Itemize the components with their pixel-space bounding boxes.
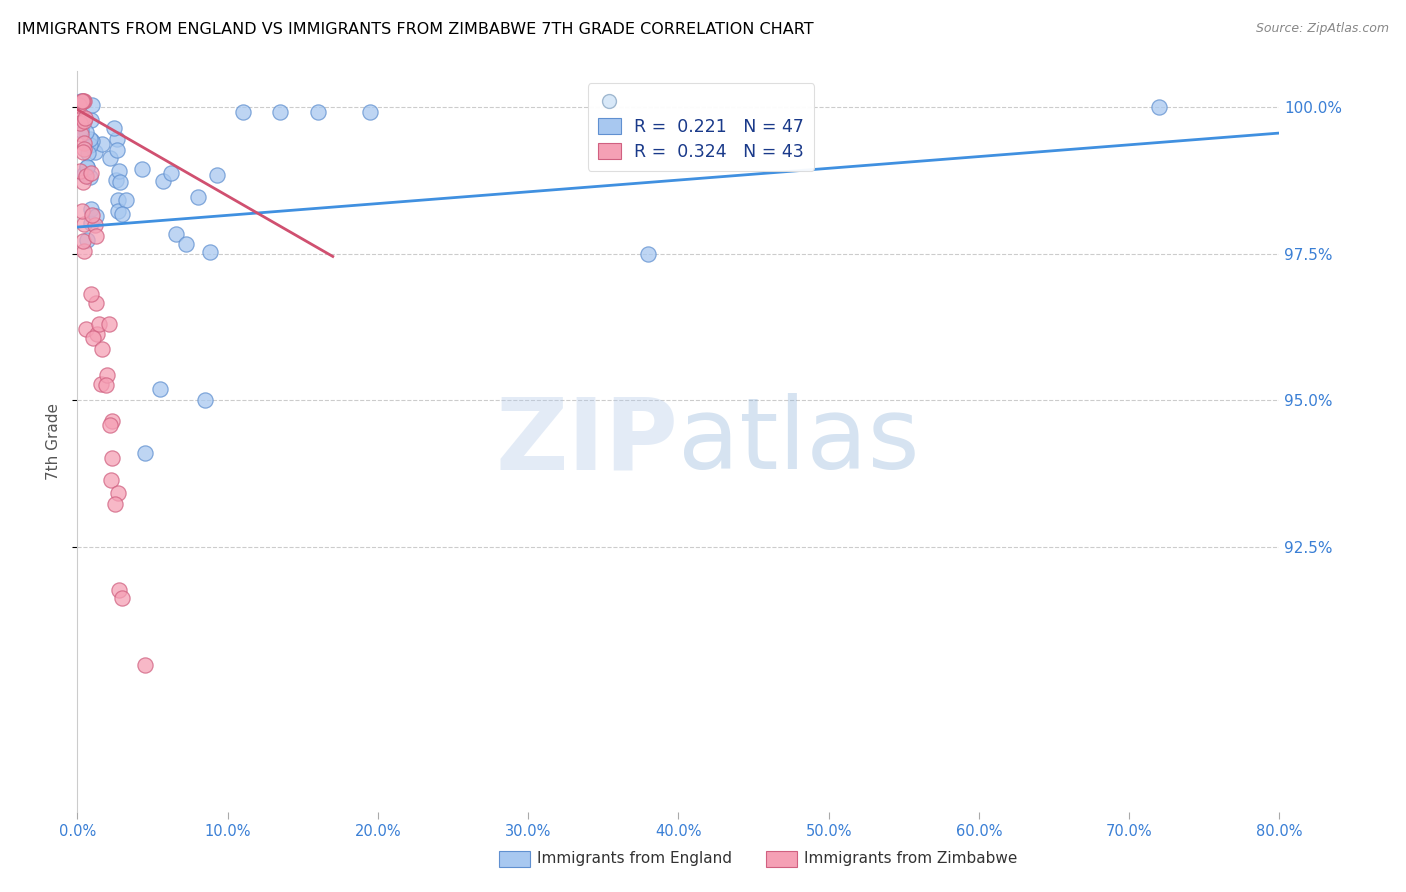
Point [73, 167, 96, 181]
Point [194, 393, 217, 408]
Point [90, 377, 112, 392]
Point [90, 136, 112, 151]
Point [73, 112, 96, 126]
Point [134, 446, 156, 460]
Point [152, 174, 174, 188]
Point [103, 121, 125, 136]
Point [101, 414, 124, 428]
Point [269, 105, 291, 120]
Point [80, 113, 103, 128]
Point [76, 233, 98, 247]
Point [87, 317, 110, 331]
Point [108, 583, 131, 598]
Point [174, 237, 197, 252]
Point [111, 591, 134, 606]
Point [105, 132, 128, 146]
Point [77, 146, 100, 161]
Text: ZIP: ZIP [495, 393, 679, 490]
Point [72, 175, 94, 189]
Point [82, 134, 104, 148]
Point [80, 208, 103, 222]
Point [72, 234, 94, 248]
Point [69, 116, 91, 130]
Point [86, 326, 108, 341]
Point [200, 245, 222, 260]
Point [70, 123, 93, 137]
Point [107, 203, 129, 218]
Point [160, 166, 183, 180]
Point [80, 166, 103, 180]
Point [94, 378, 117, 392]
Point [76, 161, 98, 175]
Point [73, 94, 96, 108]
Point [84, 295, 107, 310]
Point [79, 137, 101, 152]
Point [104, 497, 127, 511]
Point [98, 417, 121, 432]
Point [67, 97, 90, 112]
Point [100, 450, 122, 465]
Point [205, 168, 228, 182]
Point [69, 164, 91, 178]
Point [84, 210, 107, 224]
Point [72, 94, 94, 108]
Point [96, 368, 118, 382]
Y-axis label: 7th Grade: 7th Grade [45, 403, 60, 480]
Point [75, 169, 97, 183]
Text: atlas: atlas [679, 393, 920, 490]
Point [359, 105, 381, 120]
Point [72, 111, 94, 125]
Point [232, 105, 254, 120]
Point [100, 473, 122, 487]
Point [75, 125, 97, 139]
Point [83, 145, 105, 160]
Point [107, 193, 129, 207]
Point [134, 657, 156, 672]
Point [80, 286, 103, 301]
Point [108, 164, 131, 178]
Point [1149, 100, 1171, 114]
Point [149, 382, 172, 396]
Point [165, 227, 187, 241]
Point [98, 317, 121, 331]
Point [79, 170, 101, 185]
Point [105, 143, 128, 157]
Point [82, 330, 104, 344]
Point [73, 244, 96, 258]
Text: Immigrants from Zimbabwe: Immigrants from Zimbabwe [804, 852, 1018, 866]
Point [70, 127, 93, 141]
Point [70, 204, 93, 219]
Point [115, 193, 138, 207]
Point [76, 160, 98, 174]
Legend: , R =  0.221   N = 47, R =  0.324   N = 43: , R = 0.221 N = 47, R = 0.324 N = 43 [588, 83, 814, 170]
Point [131, 162, 153, 177]
Point [111, 207, 134, 221]
Point [637, 246, 659, 260]
Point [80, 202, 103, 216]
Point [82, 98, 104, 112]
Point [73, 142, 96, 156]
Point [80, 216, 103, 230]
Point [70, 94, 93, 108]
Point [108, 175, 131, 189]
Point [307, 105, 329, 120]
Point [107, 485, 129, 500]
Text: Source: ZipAtlas.com: Source: ZipAtlas.com [1256, 22, 1389, 36]
Point [75, 321, 97, 335]
Point [72, 145, 94, 160]
Text: Immigrants from England: Immigrants from England [537, 852, 733, 866]
Point [98, 152, 121, 166]
Point [73, 113, 96, 128]
Point [104, 173, 127, 187]
Point [84, 229, 107, 244]
Point [73, 217, 96, 231]
Point [72, 136, 94, 150]
Text: IMMIGRANTS FROM ENGLAND VS IMMIGRANTS FROM ZIMBABWE 7TH GRADE CORRELATION CHART: IMMIGRANTS FROM ENGLAND VS IMMIGRANTS FR… [17, 22, 814, 37]
Point [187, 190, 209, 204]
Point [91, 342, 114, 356]
Point [84, 219, 107, 233]
Point [79, 132, 101, 146]
Point [72, 94, 94, 108]
